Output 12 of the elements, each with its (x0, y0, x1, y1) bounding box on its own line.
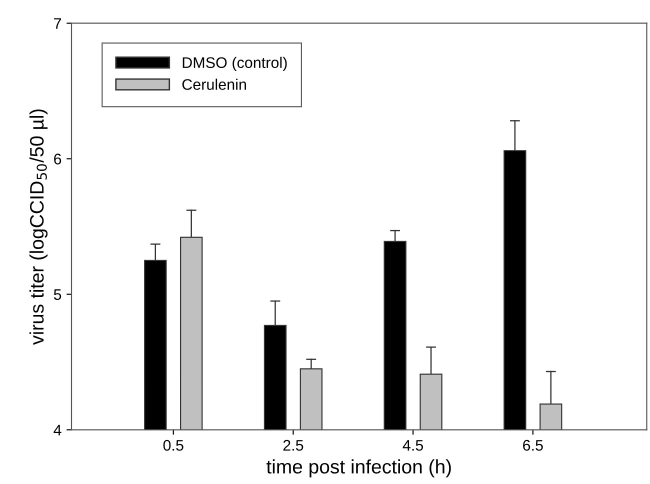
x-tick-label: 4.5 (402, 440, 424, 451)
y-tick-label: 4 (54, 424, 62, 436)
y-tick-label: 5 (54, 289, 62, 300)
x-tick-label: 0.5 (163, 440, 184, 451)
y-tick-label: 7 (54, 18, 62, 29)
x-axis-title: time post infection (h) (266, 459, 451, 478)
x-tick-label: 2.5 (283, 440, 304, 451)
y-axis-title: virus titer (logCCID$_{50}$/50 µl) (29, 109, 48, 345)
x-tick-label: 6.5 (523, 440, 543, 451)
legend-label: Cerulenin (182, 78, 246, 90)
y-tick-label: 6 (54, 154, 62, 164)
legend-label: DMSO (control) (182, 56, 287, 72)
